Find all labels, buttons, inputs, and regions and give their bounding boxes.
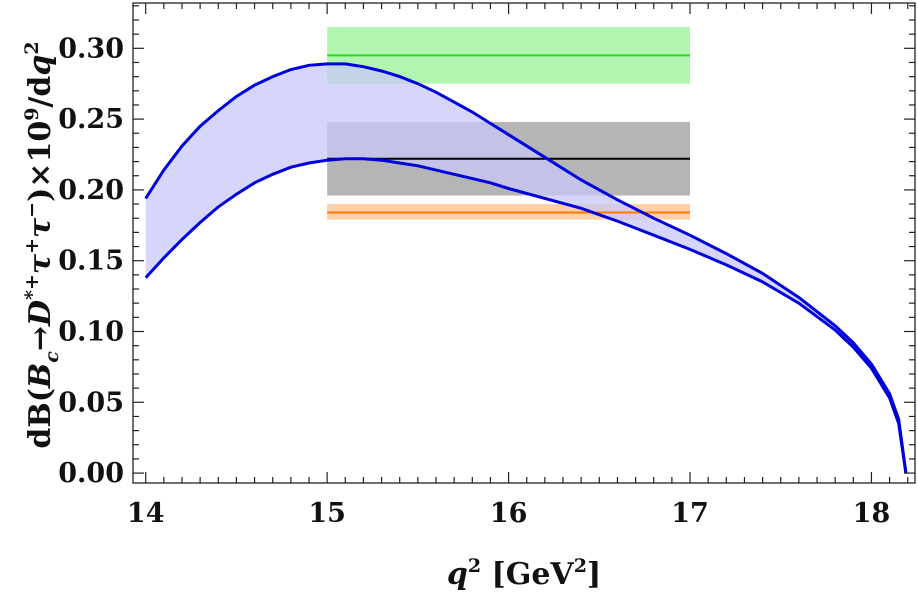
y-tick-label: 0.30 [58, 33, 124, 64]
x-tick-label: 17 [671, 498, 709, 529]
y-tick-label: 0.05 [58, 387, 124, 418]
y-tick-label: 0.10 [58, 316, 124, 347]
x-tick-label: 15 [308, 498, 346, 529]
x-tick-label: 16 [490, 498, 528, 529]
ticks-layer: 14 15 16 17 18 0.00 0.05 0.10 0.15 0.20 0.25 0.30 [58, 3, 915, 529]
theory-lower-curve [144, 157, 908, 474]
y-tick-label: 0.00 [58, 458, 124, 489]
plot-frame [132, 2, 916, 484]
x-tick-label: 14 [127, 498, 165, 529]
x-tick-label: 18 [853, 498, 891, 529]
theory-upper-curve [144, 62, 908, 474]
y-tick-label: 0.25 [58, 104, 124, 135]
plot-layer [144, 27, 908, 474]
y-axis-title: dB(Bc→D*+τ+τ−)×109/dq2 [21, 41, 63, 448]
x-axis-title: q2 [GeV2] [447, 555, 601, 592]
y-tick-label: 0.20 [58, 175, 124, 206]
y-tick-label: 0.15 [58, 246, 124, 277]
